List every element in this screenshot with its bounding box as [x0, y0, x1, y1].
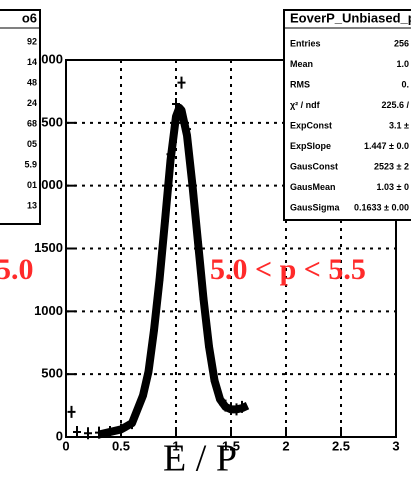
- x-tick-label: 2: [282, 438, 289, 453]
- stats-value: 68: [27, 118, 37, 128]
- stats-value: 14: [27, 57, 37, 67]
- stats-value: 24: [27, 98, 37, 108]
- stats-value: 0.: [401, 79, 409, 89]
- x-axis-label: E / P: [163, 438, 237, 480]
- stats-label: RMS: [290, 79, 310, 89]
- stats-value: 5.9: [24, 159, 37, 169]
- x-tick-label: 2.5: [332, 438, 350, 453]
- data-point: [177, 76, 186, 89]
- stats-value: 92: [27, 36, 37, 46]
- x-tick-label: 0: [62, 438, 69, 453]
- stats-value: 13: [27, 200, 37, 210]
- annotation: 5.0: [0, 253, 34, 286]
- annotation: 5.0 < p < 5.5: [210, 253, 366, 286]
- data-point: [73, 425, 81, 438]
- y-tick-label: 1000: [34, 303, 63, 318]
- stats-box: [283, 9, 411, 221]
- stats-box: [0, 9, 41, 225]
- x-tick-label: 1: [172, 438, 179, 453]
- data-point: [67, 405, 76, 418]
- y-tick-label: 2500: [34, 114, 63, 129]
- plot-frame: [65, 59, 397, 438]
- stats-label: GausSigma: [290, 202, 341, 212]
- y-tick-label: 500: [41, 366, 63, 381]
- stats-label: Entries: [290, 38, 321, 48]
- stats-value: 1.447 ± 0.0: [364, 141, 409, 151]
- stats-label: ExpSlope: [290, 141, 331, 151]
- fit-curve: [98, 103, 250, 439]
- stats-label: GausMean: [290, 182, 336, 192]
- data-point: [84, 427, 92, 440]
- stats-value: 01: [27, 180, 37, 190]
- stats-title: o6: [22, 10, 37, 25]
- stats-value: 2523 ± 2: [374, 161, 409, 171]
- stats-value: 0.1633 ± 0.00: [354, 202, 409, 212]
- stats-value: 3.1 ±: [389, 120, 409, 130]
- x-tick-label: 0.5: [112, 438, 130, 453]
- stats-value: 1.03 ± 0: [377, 182, 409, 192]
- stats-value: 256: [394, 38, 409, 48]
- y-tick-label: 2000: [34, 177, 63, 192]
- stats-value: 48: [27, 77, 37, 87]
- y-tick-label: 3000: [34, 51, 63, 66]
- x-tick-label: 1.5: [222, 438, 240, 453]
- stats-value: 05: [27, 139, 37, 149]
- stats-label: χ² / ndf: [290, 100, 321, 110]
- x-tick-label: 3: [392, 438, 399, 453]
- stats-value: 1.0: [396, 59, 409, 69]
- y-tick-label: 0: [56, 428, 63, 443]
- stats-label: Mean: [290, 59, 313, 69]
- stats-title: EoverP_Unbiased_p: [290, 10, 411, 25]
- stats-label: ExpConst: [290, 120, 332, 130]
- stats-value: 225.6 /: [381, 100, 409, 110]
- y-tick-label: 1500: [34, 240, 63, 255]
- stats-label: GausConst: [290, 161, 338, 171]
